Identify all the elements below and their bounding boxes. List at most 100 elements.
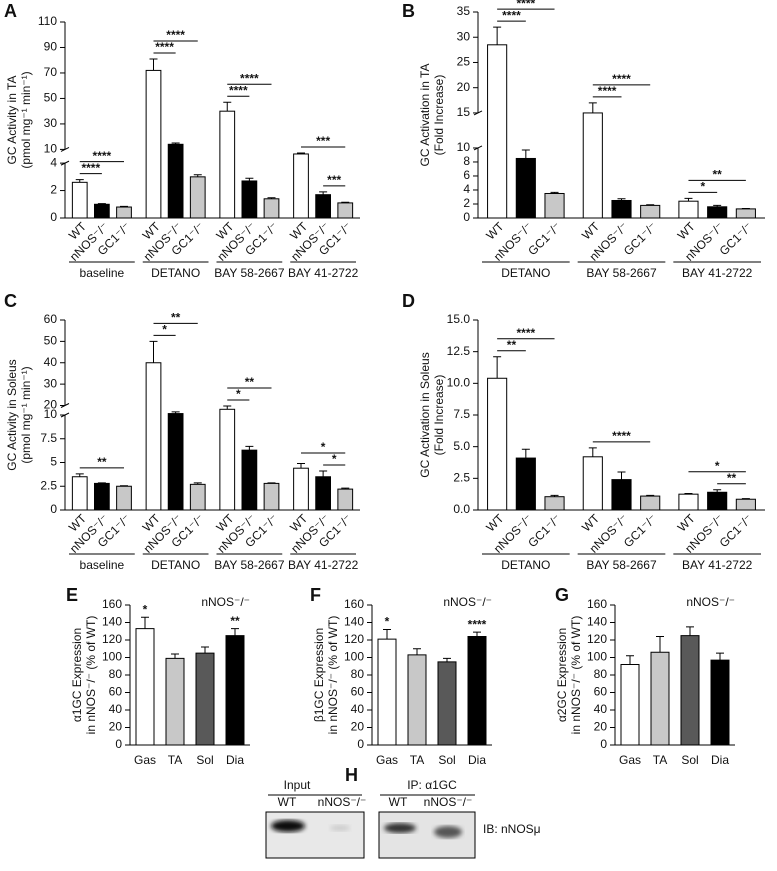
significance-label: **** [166, 28, 185, 42]
bar [293, 153, 309, 219]
error-bar [617, 198, 626, 201]
y-tick-label: 20 [109, 720, 123, 734]
bar [707, 491, 728, 511]
y-tick-label: 4 [463, 182, 470, 196]
error-bar [473, 631, 481, 637]
y-tick-label: 5 [50, 455, 57, 469]
error-bar [686, 626, 694, 636]
significance-label: * [162, 323, 167, 337]
bar [167, 413, 184, 511]
y-tick-label: 15.0 [447, 312, 471, 326]
group-label: DETANO [151, 266, 200, 280]
y-tick-label: 0 [50, 210, 57, 224]
lane-label: WT [278, 795, 297, 809]
y-tick-label: 60 [109, 685, 123, 699]
y-tick-label: 4 [50, 155, 57, 169]
x-tick-label: WT [483, 511, 507, 535]
error-bar [149, 58, 158, 71]
bar [544, 192, 565, 219]
y-tick-label: 0.0 [453, 502, 470, 516]
panel-label: D [402, 291, 415, 311]
y-tick-label: 8 [463, 154, 470, 168]
x-tick-label: Dia [468, 753, 486, 767]
significance-label: ** [727, 471, 737, 485]
error-bar [713, 204, 722, 207]
bar [94, 482, 110, 511]
group-label: baseline [80, 558, 125, 572]
error-bar [443, 657, 451, 662]
significance-label: **** [612, 429, 631, 443]
bar [315, 194, 331, 219]
error-bar [97, 203, 106, 205]
group-label: BAY 58-2667 [214, 558, 285, 572]
y-tick-label: 0 [600, 737, 607, 751]
group-label: BAY 41-2722 [288, 558, 359, 572]
y-tick-label: 0 [357, 737, 364, 751]
bar [582, 456, 603, 511]
blot-band [434, 826, 462, 838]
lane-label: nNOS⁻/⁻ [424, 795, 473, 809]
bar [241, 180, 258, 219]
y-tick-label: 40 [594, 702, 608, 716]
group-label: BAY 41-2722 [682, 558, 753, 572]
bar [116, 485, 132, 511]
y-axis-label: in nNOS⁻/⁻ (% of WT) [84, 616, 98, 735]
y-tick-label: 25 [457, 55, 471, 69]
significance-label: * [700, 180, 705, 194]
panel-label: A [4, 1, 17, 21]
y-axis-label: GC Activity in Soleus [5, 359, 19, 470]
bar [145, 69, 162, 219]
error-bar [341, 201, 350, 203]
x-tick-label: WT [579, 219, 603, 243]
bar [219, 408, 236, 511]
blot-band [271, 820, 305, 832]
y-tick-label: 20 [594, 720, 608, 734]
error-bar [493, 26, 502, 45]
y-tick-label: 70 [44, 65, 58, 79]
bar [337, 202, 354, 219]
error-bar [413, 648, 421, 655]
y-tick-label: 15 [457, 105, 471, 119]
error-bar [684, 493, 693, 495]
bar [377, 638, 397, 746]
bar [707, 206, 728, 219]
bar [437, 661, 457, 746]
annotation: nNOS⁻/⁻ [443, 595, 492, 609]
significance-label: * [143, 602, 148, 616]
significance-label: ** [507, 338, 517, 352]
y-tick-label: 160 [344, 597, 364, 611]
error-bar [319, 191, 328, 195]
x-tick-label: WT [483, 219, 507, 243]
y-tick-label: 40 [44, 355, 58, 369]
significance-label: **** [502, 8, 521, 22]
blot-band [330, 825, 350, 831]
y-tick-label: 35 [457, 4, 471, 18]
x-tick-label: Sol [681, 753, 698, 767]
panel-label: C [4, 291, 17, 311]
bar [710, 659, 730, 746]
y-tick-label: 80 [594, 667, 608, 681]
error-bar [493, 356, 502, 379]
y-tick-label: 0 [50, 502, 57, 516]
y-axis-label: GC Activation in Soleus [418, 352, 432, 477]
blot-group-title: IP: α1GC [407, 778, 457, 792]
bar [195, 652, 215, 746]
bar [189, 176, 206, 219]
bar [735, 208, 756, 219]
group-label: BAY 41-2722 [682, 266, 753, 280]
y-axis-label: (pmol mg⁻¹ min⁻¹) [19, 71, 33, 168]
significance-label: * [385, 615, 390, 629]
y-tick-label: 120 [102, 632, 122, 646]
y-tick-label: 140 [344, 615, 364, 629]
x-tick-label: Dia [226, 753, 244, 767]
bar [487, 377, 508, 511]
error-bar [75, 473, 84, 477]
y-axis-label: in nNOS⁻/⁻ (% of WT) [569, 616, 583, 735]
y-tick-label: 30 [44, 376, 58, 390]
y-axis-label: GC Activation in TA [418, 64, 432, 167]
bar [487, 44, 508, 219]
blot-image [378, 811, 476, 859]
bar [189, 483, 206, 511]
error-bar [231, 628, 239, 636]
